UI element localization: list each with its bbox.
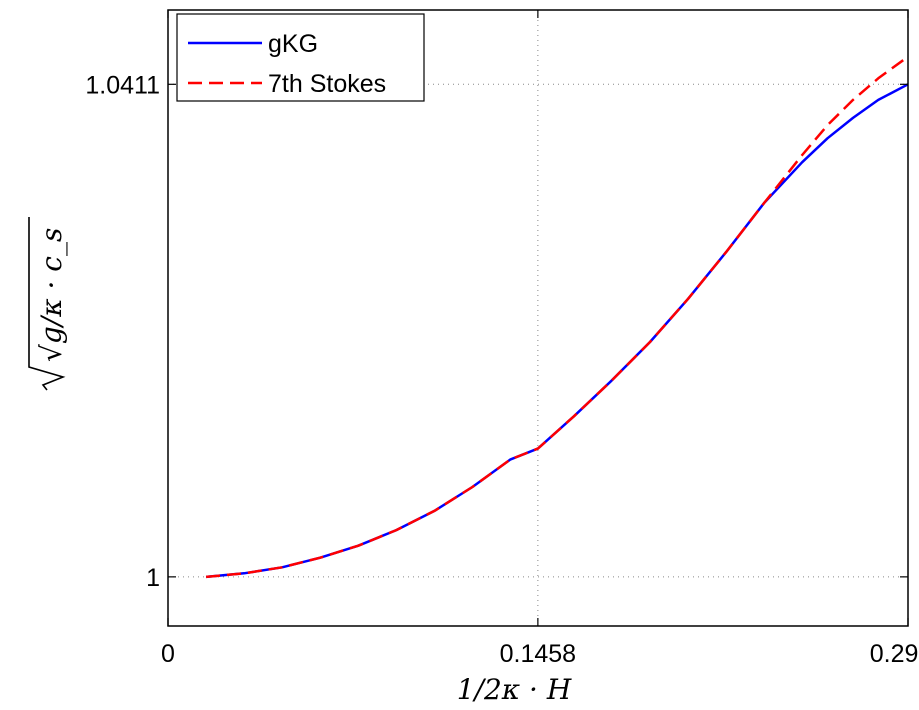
series-lines xyxy=(205,55,909,579)
plot-frame xyxy=(167,9,909,627)
y-axis-label-text: √g/κ · c_s xyxy=(35,228,68,362)
legend-label-7th-stokes: 7th Stokes xyxy=(268,70,386,98)
x-tick-label: 0 xyxy=(161,640,175,668)
sqrt-sign-icon xyxy=(28,217,66,391)
y-tick-label: 1.0411 xyxy=(85,71,160,99)
legend-box xyxy=(176,13,425,102)
tick-labels: 0 0.1458 0.2917 1 1.0411 xyxy=(85,71,919,668)
x-axis-label: 1/2κ · H xyxy=(457,673,572,706)
legend-label-gkg: gKG xyxy=(268,30,318,58)
series-line-gkg xyxy=(205,83,909,579)
x-tick-label: 0.2917 xyxy=(870,640,919,668)
x-tick-label: 0.1458 xyxy=(500,640,576,668)
y-tick-label: 1 xyxy=(146,564,160,592)
legend: gKG 7th Stokes xyxy=(176,13,425,102)
tick-marks xyxy=(167,10,909,626)
grid-lines xyxy=(168,10,908,626)
series-line-7th-stokes xyxy=(205,55,909,579)
y-axis-label: √g/κ · c_s xyxy=(28,217,68,391)
